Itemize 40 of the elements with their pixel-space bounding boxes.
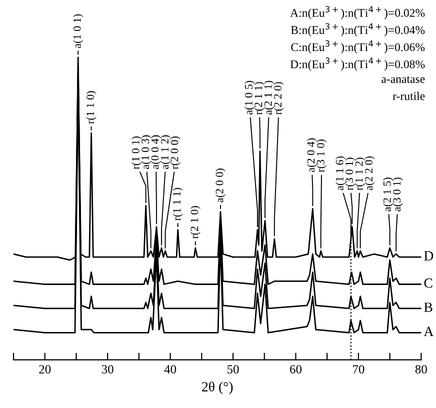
x-tick-label: 50 <box>228 365 239 374</box>
annotation: r(2 1 1) <box>254 82 264 115</box>
annotation: a(1 0 1) <box>73 14 84 48</box>
annotation: a(1 0 5) <box>244 80 255 115</box>
annotation: a(0 0 4) <box>150 135 162 169</box>
x-tick-label: 60 <box>290 365 302 374</box>
annotation: a(1 0 3) <box>141 135 152 169</box>
series-label: C <box>424 278 432 288</box>
x-tick-label: 40 <box>164 365 176 374</box>
x-axis-title: 2θ (°) <box>202 382 233 394</box>
text: A:n(Eu$^{3+}$):n(Ti$^{4+}$)=0.02% <box>290 6 425 20</box>
annotation: a(1 1 2) <box>160 135 171 169</box>
text: B:n(Eu$^{3+}$):n(Ti$^{4+}$)=0.04% <box>290 23 425 36</box>
x-tick-label: 70 <box>353 365 364 374</box>
annotation: a(3 0 1) <box>392 178 403 212</box>
annotation: a-anatase <box>382 76 425 83</box>
annotation: a(2 2 0) <box>364 156 375 190</box>
annotation: a(2 0 0) <box>215 168 226 202</box>
x-tick-label: 20 <box>39 365 51 374</box>
annotation: r(2 1 0) <box>190 206 200 239</box>
annotation: r-rutile <box>392 92 425 100</box>
annotation: r(2 0 0) <box>170 136 180 170</box>
annotation: r(1 1 1) <box>172 188 183 221</box>
annotation: r(3 1 0) <box>316 140 327 172</box>
annotation: D:n(Eu$^{3+}$):n(Ti$^{4+}$)=0.08% <box>290 58 425 71</box>
annotation: a(2 1 5) <box>383 178 394 212</box>
series-label: D <box>424 251 434 260</box>
annotation: r(2 2 0) <box>274 82 284 115</box>
annotation: r(3 0 1) <box>345 158 356 190</box>
annotation: r(1 1 2) <box>354 158 366 190</box>
text: C:n(Eu$^{3+}$):n(Ti$^{4+}$)=0.06% <box>291 40 425 54</box>
annotation: r(1 0 1) <box>132 136 142 170</box>
x-tick-label: 30 <box>102 365 114 374</box>
annotation: a(2 0 4) <box>306 138 317 172</box>
annotation: a(1 1 6) <box>336 156 346 190</box>
series-label: B <box>424 302 432 312</box>
annotation: a(2 1 1) <box>264 80 274 115</box>
series-label: A <box>424 326 434 336</box>
annotation: r(1 1 0) <box>86 91 96 124</box>
x-tick-label: 80 <box>415 365 427 374</box>
